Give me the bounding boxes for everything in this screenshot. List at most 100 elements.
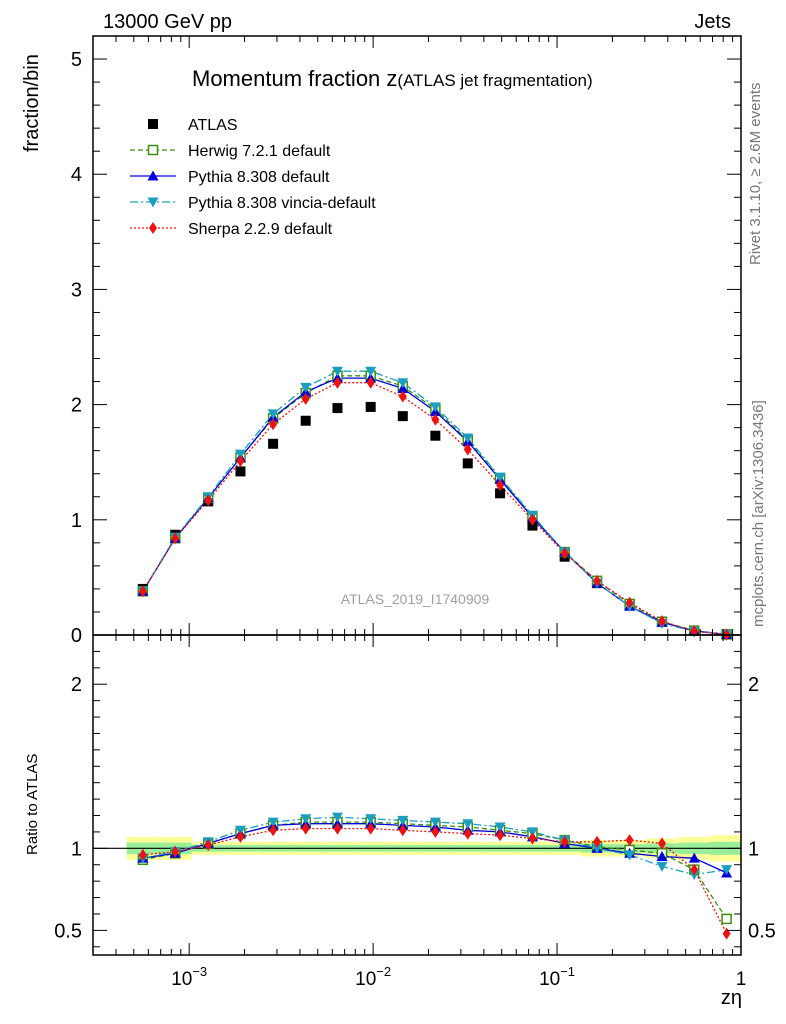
mc-point-vincia [300, 382, 312, 393]
mc-point-sherpa [463, 443, 472, 456]
ratio-tick-label-right: 2 [748, 674, 759, 696]
mc-point-sherpa [528, 513, 537, 526]
mc-point-sherpa [560, 547, 569, 560]
data-point [332, 403, 343, 414]
ratio-point-sherpa [593, 835, 602, 848]
mc-point-sherpa [658, 615, 667, 628]
ratio-point-sherpa [560, 835, 569, 848]
ratio-point-sherpa [722, 927, 731, 940]
x-tick-label: 10−2 [355, 964, 391, 990]
legend-label: Pythia 8.308 default [188, 169, 330, 186]
ratio-point-vincia [591, 843, 603, 854]
y-tick-label: 5 [71, 49, 82, 71]
ratio-point-vincia [300, 814, 312, 825]
ratio-point-vincia [494, 822, 506, 833]
ratio-point-sherpa [204, 839, 213, 852]
ratio-point-vincia [397, 815, 409, 826]
legend-marker-vincia [147, 197, 159, 208]
legend-marker-sherpa [149, 222, 157, 234]
mc-point-vincia [397, 378, 409, 389]
plot-title: Momentum fraction z(ATLAS jet fragmentat… [192, 66, 593, 91]
mc-point-sherpa [333, 376, 342, 389]
ratio-tick-label-right: 1 [748, 838, 759, 860]
legend-label: Herwig 7.2.1 default [188, 143, 331, 160]
plot-title-sub: (ATLAS jet fragmentation) [397, 71, 592, 90]
data-point [300, 415, 311, 426]
mc-point-vincia [331, 366, 343, 377]
data-point [430, 430, 441, 441]
ratio-point-vincia [721, 865, 733, 876]
ratio-point-vincia [429, 817, 441, 828]
ratio-point-vincia [624, 850, 636, 861]
mc-point-sherpa [431, 413, 440, 426]
y-tick-label: 4 [71, 164, 82, 186]
ratio-point-sherpa [690, 863, 699, 876]
ratio-point-sherpa [333, 822, 342, 835]
ratio-point-sherpa [431, 825, 440, 838]
y-tick-label: 2 [71, 395, 82, 417]
mc-point-sherpa [690, 625, 699, 638]
legend-marker-pythia [147, 170, 159, 181]
mc-point-vincia [267, 409, 279, 420]
ratio-point-sherpa [269, 824, 278, 837]
ratio-axis-label: Ratio to ATLAS [24, 754, 41, 855]
ratio-tick-label-left: 2 [71, 674, 82, 696]
ratio-point-sherpa [301, 822, 310, 835]
ratio-tick-label-left: 0.5 [54, 920, 82, 942]
analysis-watermark: ATLAS_2019_I1740909 [341, 591, 490, 607]
ratio-point-sherpa [528, 832, 537, 845]
data-point [495, 488, 506, 499]
ratio-point-vincia [656, 861, 668, 872]
y-axis-label: fraction/bin [21, 54, 43, 152]
legend-label: Pythia 8.308 vincia-default [188, 195, 376, 212]
data-point [268, 438, 279, 449]
mc-point-sherpa [496, 479, 505, 492]
mc-point-sherpa [236, 455, 245, 468]
mc-point-sherpa [625, 596, 634, 609]
y-tick-label: 1 [71, 510, 82, 532]
ratio-point-sherpa [463, 827, 472, 840]
mc-point-sherpa [301, 392, 310, 405]
legend-marker-data [148, 119, 158, 129]
ratio-point-sherpa [625, 834, 634, 847]
ratio-plot-layer [137, 812, 733, 940]
plot-title-main: Momentum fraction z [192, 66, 397, 91]
ratio-frame [92, 634, 742, 956]
legend: ATLAS Herwig 7.2.1 default Pythia 8.308 de… [130, 117, 376, 238]
ratio-point-sherpa [138, 848, 147, 861]
mcplots-info: mcplots.cern.ch [arXiv:1306.3436] [750, 400, 767, 627]
ratio-point-pythia [688, 852, 700, 863]
ratio-point-vincia [234, 825, 246, 836]
ratio-point-sherpa [398, 824, 407, 837]
ratio-point-sherpa [366, 822, 375, 835]
beam-label: 13000 GeV pp [103, 11, 232, 33]
mc-point-sherpa [138, 585, 147, 598]
legend-label: Sherpa 2.2.9 default [188, 221, 333, 238]
process-label: Jets [694, 11, 731, 33]
y-tick-label: 0 [71, 625, 82, 647]
ratio-tick-label-left: 1 [71, 838, 82, 860]
mc-point-vincia [365, 366, 377, 377]
mc-point-sherpa [171, 532, 180, 545]
ratio-point-pythia [656, 851, 668, 862]
ratio-point-vincia [526, 827, 538, 838]
mc-point-sherpa [269, 418, 278, 431]
ratio-point-vincia [462, 819, 474, 830]
y-tick-label: 3 [71, 279, 82, 301]
mc-point-sherpa [593, 574, 602, 587]
data-point [235, 466, 246, 477]
mc-point-sherpa [366, 376, 375, 389]
x-axis-label: zη [721, 987, 742, 1009]
x-tick-label: 1 [736, 969, 747, 990]
ratio-point-herwig [721, 913, 732, 925]
mc-point-vincia [429, 402, 441, 413]
mc-point-sherpa [204, 494, 213, 507]
mc-point-vincia [234, 449, 246, 460]
ratio-point-sherpa [658, 837, 667, 850]
rivet-info: Rivet 3.1.10, ≥ 2.6M events [747, 83, 764, 266]
mc-point-sherpa [398, 390, 407, 403]
x-tick-label: 10−1 [539, 964, 575, 990]
data-point [397, 411, 408, 422]
x-tick-label: 10−3 [171, 964, 207, 990]
